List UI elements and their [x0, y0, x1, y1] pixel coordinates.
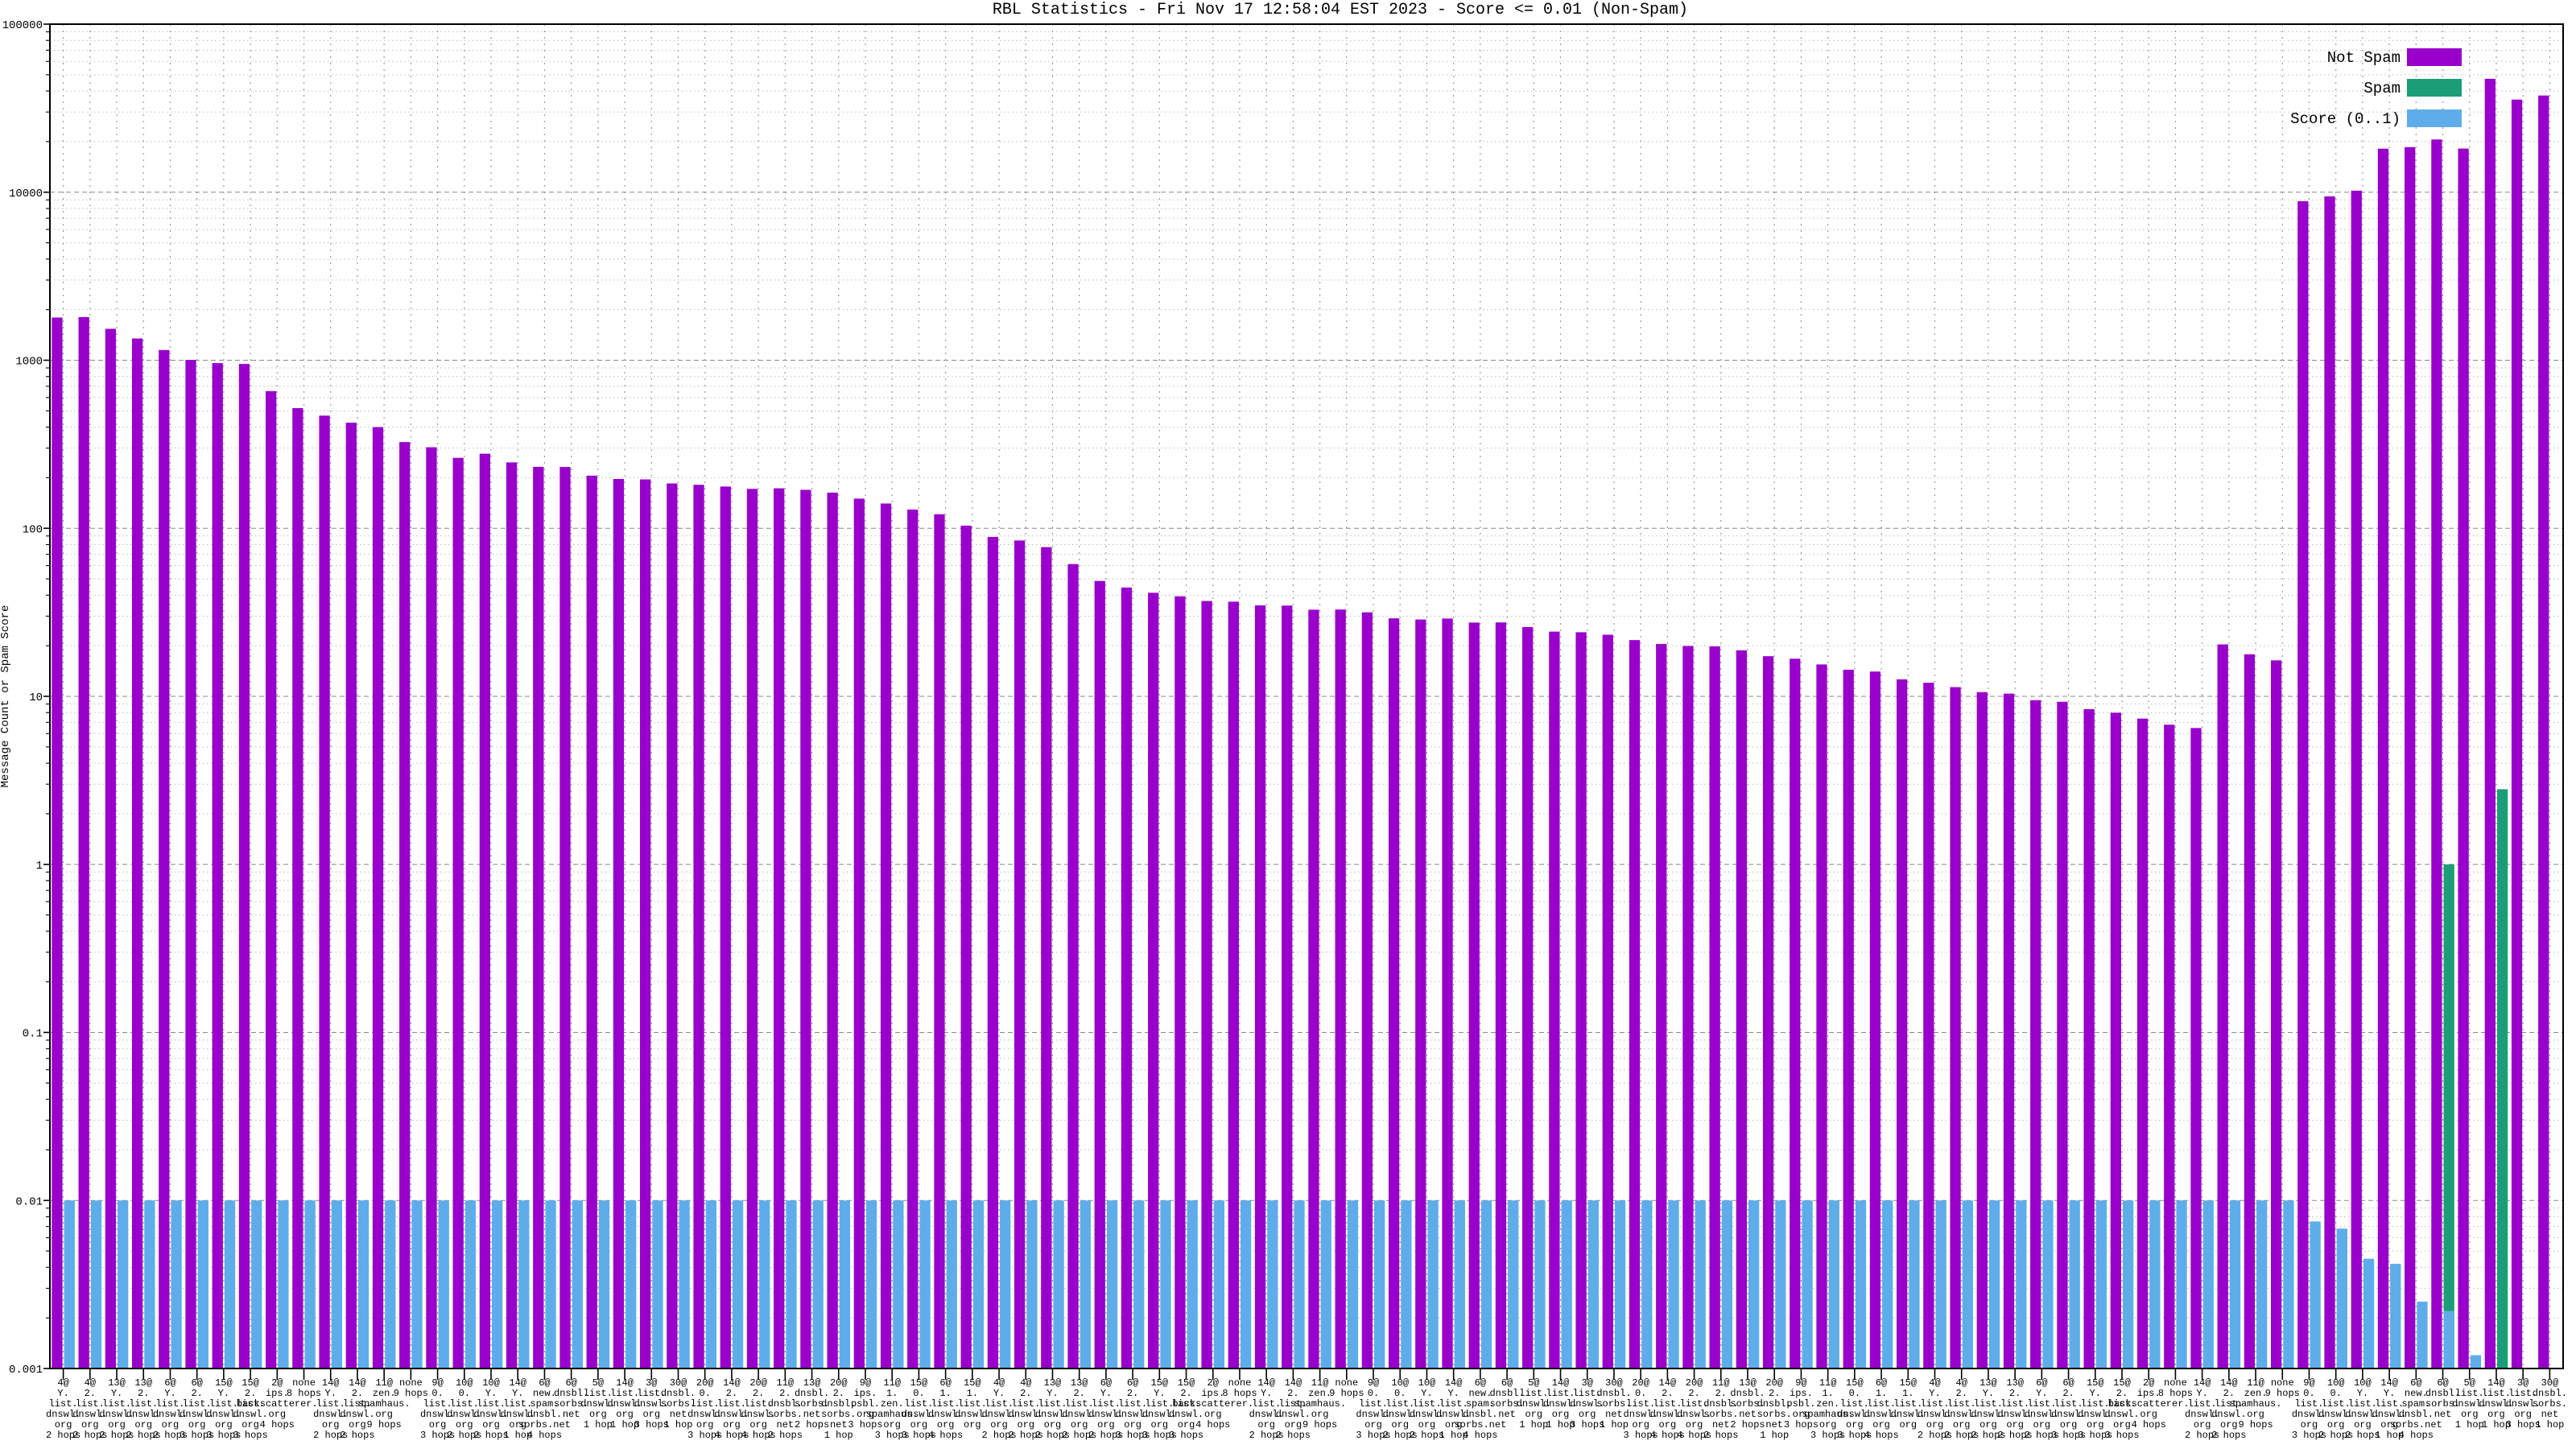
- svg-text:100: 100: [23, 523, 43, 536]
- svg-text:10: 10: [29, 691, 43, 704]
- svg-text:0.1: 0.1: [23, 1028, 43, 1041]
- svg-text:Spam: Spam: [2363, 80, 2401, 97]
- svg-text:0.001: 0.001: [9, 1364, 43, 1377]
- svg-text:10000: 10000: [9, 188, 43, 200]
- svg-text:1: 1: [36, 860, 43, 873]
- svg-text:Score (0..1): Score (0..1): [2290, 110, 2401, 128]
- svg-text:RBL Statistics - Fri Nov 17 12: RBL Statistics - Fri Nov 17 12:58:04 EST…: [993, 1, 1688, 19]
- svg-text:Not Spam: Not Spam: [2327, 49, 2401, 67]
- svg-text:Message Count or Spam Score: Message Count or Spam Score: [0, 605, 12, 788]
- svg-text:0.01: 0.01: [15, 1195, 43, 1208]
- svg-text:100000: 100000: [2, 19, 43, 32]
- svg-text:1000: 1000: [15, 356, 43, 369]
